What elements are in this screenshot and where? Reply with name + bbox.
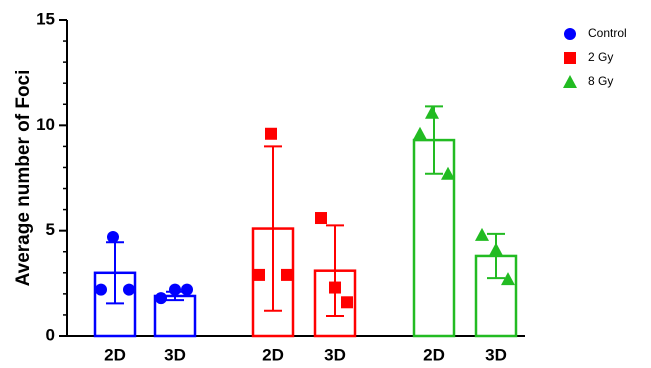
data-point xyxy=(281,268,293,281)
data-point xyxy=(441,166,455,180)
data-point xyxy=(169,283,181,296)
y-tick-label: 15 xyxy=(36,9,55,28)
error-bar xyxy=(264,145,282,312)
data-point xyxy=(181,283,193,296)
legend-marker xyxy=(564,52,576,64)
error-bar xyxy=(326,224,344,317)
data-point xyxy=(253,268,265,281)
legend-marker xyxy=(563,75,577,88)
y-tick-label: 10 xyxy=(36,115,55,134)
legend-marker xyxy=(564,28,576,40)
data-point xyxy=(329,281,341,294)
y-axis-label: Average number of Foci xyxy=(13,70,34,287)
data-point xyxy=(107,230,119,243)
data-point xyxy=(341,296,353,309)
data-point xyxy=(475,227,489,241)
x-tick-label: 3D xyxy=(485,345,507,364)
x-tick-label: 2D xyxy=(104,345,126,364)
data-point xyxy=(425,105,439,119)
data-point xyxy=(123,283,135,296)
data-point xyxy=(501,272,515,286)
data-point xyxy=(315,212,327,225)
data-point xyxy=(265,127,277,140)
x-tick-label: 2D xyxy=(262,345,284,364)
x-tick-label: 2D xyxy=(423,345,445,364)
legend-label: 8 Gy xyxy=(588,74,613,88)
x-tick-label: 3D xyxy=(164,345,186,364)
x-tick-label: 3D xyxy=(324,345,346,364)
error-bar xyxy=(487,232,505,280)
data-point xyxy=(95,283,107,296)
legend-label: Control xyxy=(588,26,627,40)
data-point xyxy=(489,242,503,256)
data-point xyxy=(413,126,427,140)
data-point xyxy=(155,292,167,305)
y-tick-label: 0 xyxy=(46,325,55,344)
legend-label: 2 Gy xyxy=(588,50,613,64)
y-tick-label: 5 xyxy=(46,220,55,239)
